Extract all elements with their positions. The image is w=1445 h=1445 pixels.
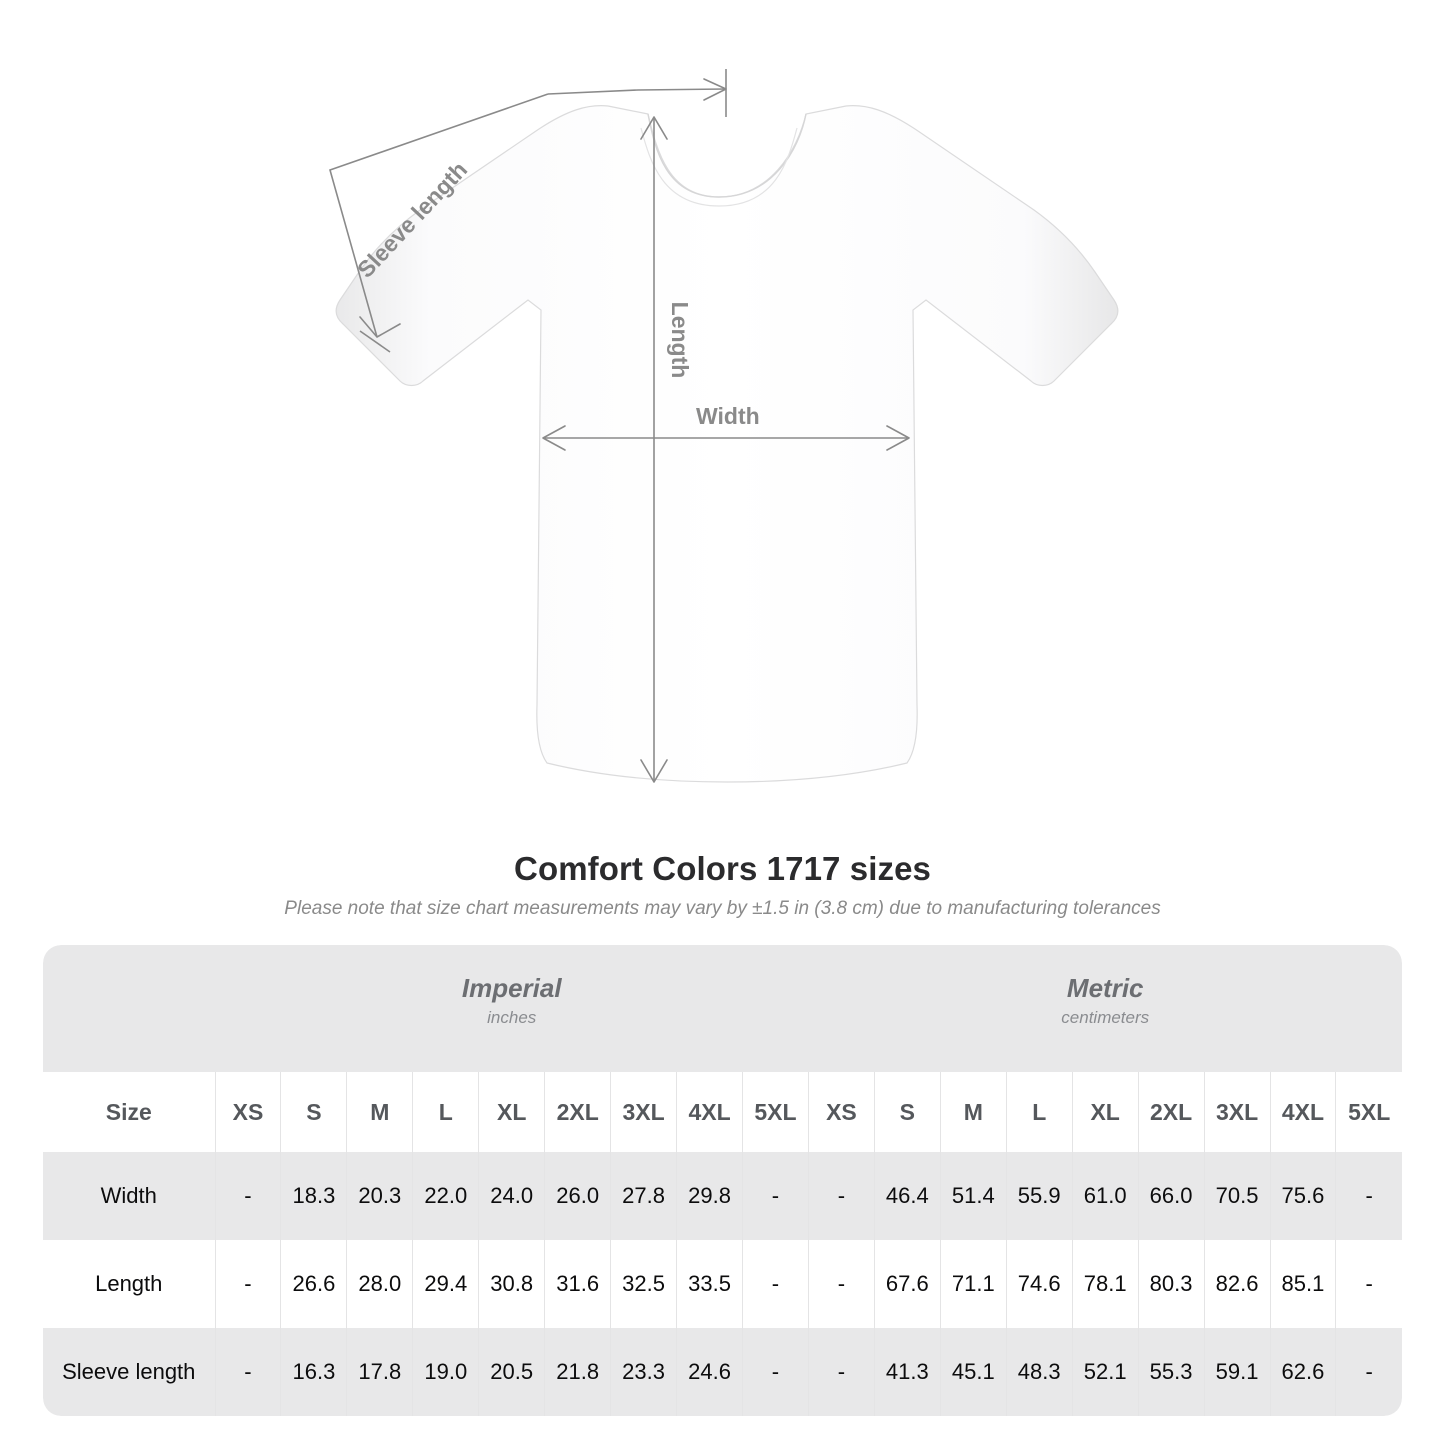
svg-text:Width: Width: [696, 403, 760, 429]
svg-text:Length: Length: [667, 302, 693, 379]
